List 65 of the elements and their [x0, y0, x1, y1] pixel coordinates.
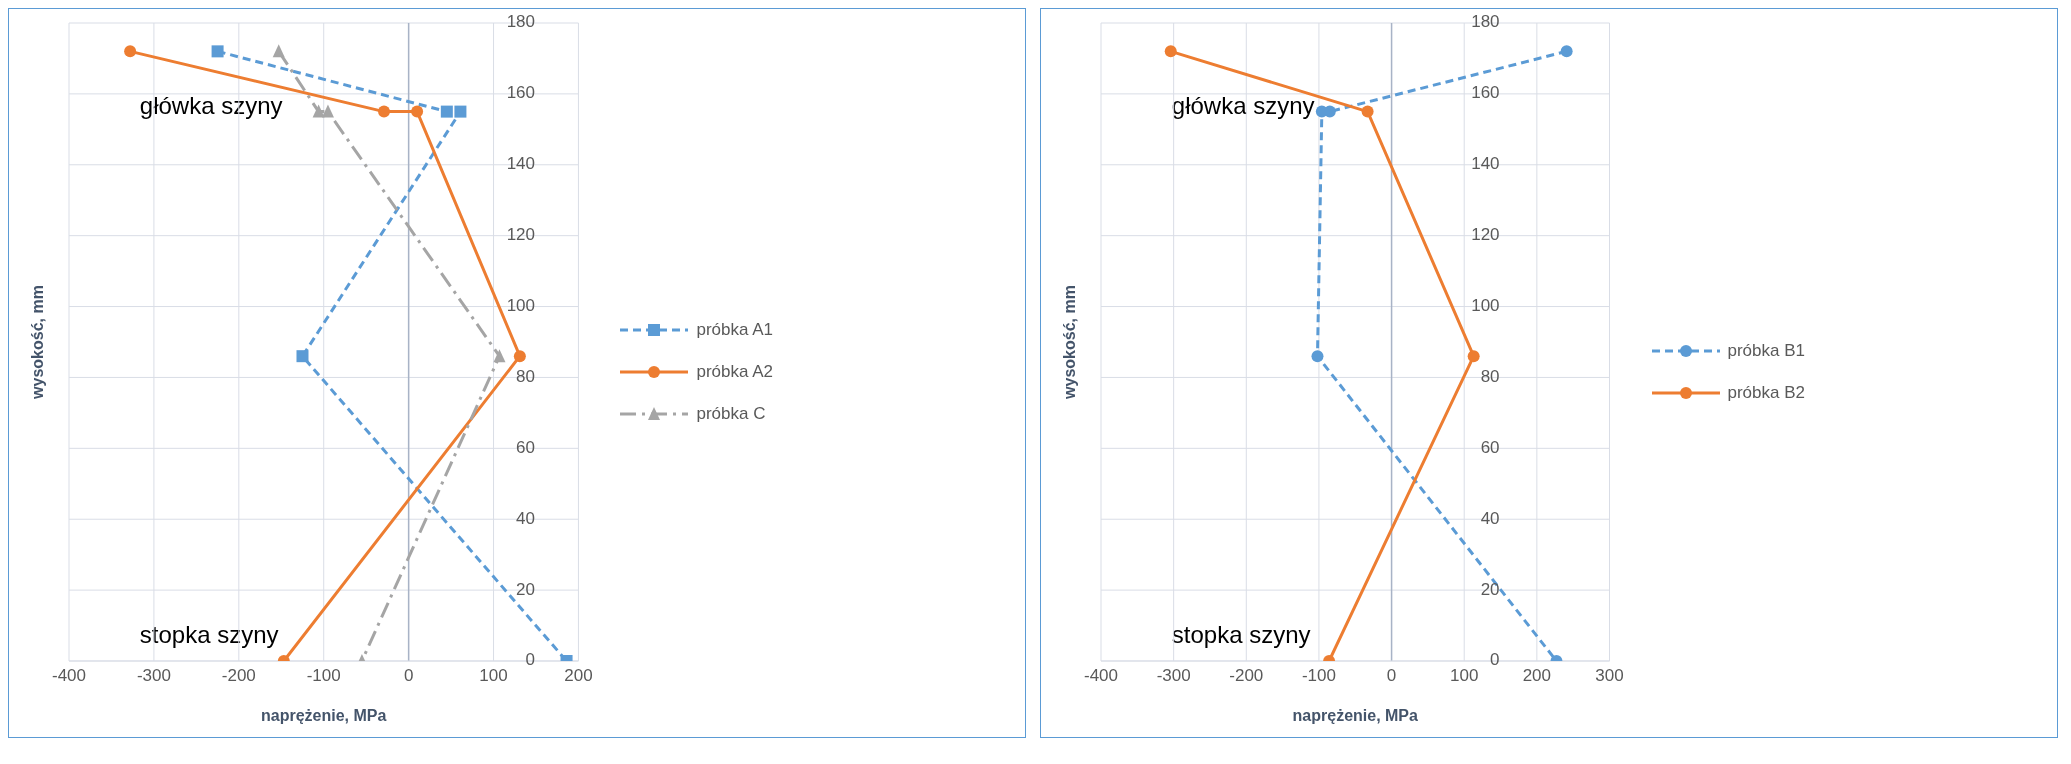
point: [493, 349, 506, 363]
y-tick-label: 20: [516, 579, 535, 599]
legend-label: próbka B2: [1727, 383, 1805, 403]
annotation: główka szyny: [1171, 91, 1315, 120]
y-tick-label: 0: [1490, 650, 1500, 670]
y-tick-label: 140: [506, 154, 535, 174]
y-tick-label: 0: [525, 650, 535, 670]
point: [1560, 45, 1573, 58]
y-axis-title: wysokość, mm: [28, 285, 46, 400]
point: [296, 350, 309, 363]
x-tick-label: 300: [1595, 666, 1624, 686]
x-tick-label: -400: [1083, 666, 1119, 686]
y-tick-label: 160: [1471, 83, 1500, 103]
annotation: stopka szyny: [139, 621, 279, 650]
x-axis-title: naprężenie, MPa: [1292, 707, 1419, 724]
legend-label: próbka A1: [696, 320, 773, 340]
y-tick-label: 180: [1471, 12, 1500, 32]
x-tick-label: -100: [306, 666, 341, 686]
x-tick-label: 200: [564, 666, 593, 686]
y-tick-label: 60: [1480, 437, 1500, 457]
x-axis-title: naprężenie, MPa: [261, 707, 387, 724]
y-tick-label: 40: [1480, 508, 1500, 528]
y-tick-label: 80: [1480, 366, 1500, 386]
point: [1361, 105, 1374, 118]
y-tick-label: 140: [1471, 154, 1500, 174]
x-tick-label: 100: [479, 666, 508, 686]
x-tick-label: 100: [1450, 666, 1479, 686]
y-tick-label: 20: [1480, 579, 1500, 599]
y-axis-title: wysokość, mm: [1060, 285, 1078, 400]
point: [312, 104, 325, 118]
point: [440, 105, 453, 118]
y-tick-label: 120: [506, 225, 535, 245]
y-tick-label: 100: [506, 296, 535, 316]
x-tick-label: -400: [51, 666, 87, 686]
x-tick-label: -300: [1156, 666, 1191, 686]
annotation: stopka szyny: [1171, 621, 1311, 650]
y-tick-label: 100: [1471, 296, 1500, 316]
x-tick-label: 0: [403, 666, 414, 686]
point: [124, 45, 137, 58]
legend-label: próbka B1: [1727, 341, 1805, 361]
point: [513, 350, 526, 363]
point: [454, 105, 467, 118]
point: [1164, 45, 1177, 58]
y-tick-label: 120: [1471, 225, 1500, 245]
point: [211, 45, 224, 58]
legend-label: próbka C: [696, 404, 766, 424]
y-tick-label: 180: [506, 12, 535, 32]
point: [411, 105, 424, 118]
point: [1311, 350, 1324, 363]
y-tick-label: 160: [506, 83, 535, 103]
point: [378, 105, 390, 118]
y-tick-label: 40: [516, 508, 535, 528]
x-tick-label: 200: [1522, 666, 1552, 686]
point: [1467, 350, 1480, 363]
point: [272, 44, 285, 58]
point: [321, 104, 334, 118]
y-tick-label: 60: [516, 437, 535, 457]
x-tick-label: 0: [1386, 666, 1397, 686]
x-tick-label: -100: [1301, 666, 1336, 686]
x-tick-label: -300: [136, 666, 171, 686]
x-tick-label: -200: [221, 666, 256, 686]
y-tick-label: 80: [516, 366, 535, 386]
x-tick-label: -200: [1229, 666, 1264, 686]
legend-label: próbka A2: [696, 362, 773, 382]
annotation: główka szyny: [139, 91, 283, 120]
